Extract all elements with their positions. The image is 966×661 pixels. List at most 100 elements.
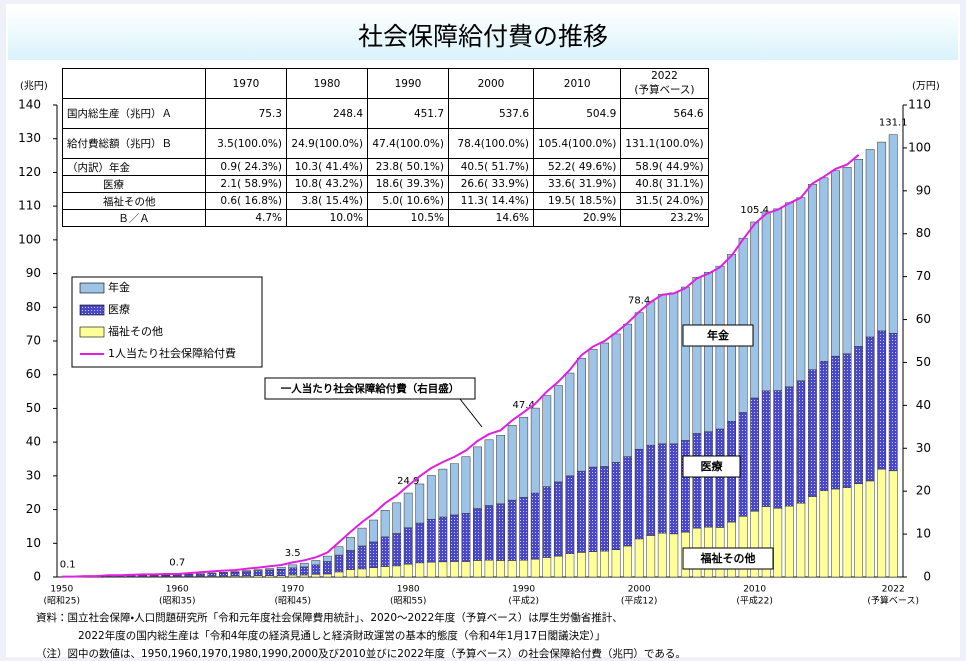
y-tick-label: 100 xyxy=(18,232,41,246)
y-tick-label: 60 xyxy=(26,367,41,381)
bar-segment xyxy=(865,149,875,338)
series-label-box xyxy=(682,324,754,347)
bar-segment xyxy=(288,564,298,569)
y-unit: (兆円) xyxy=(20,80,48,92)
table-cell: 0.6( 16.8%) xyxy=(205,192,287,210)
bar-segment xyxy=(473,560,482,578)
bar-segment xyxy=(449,514,459,562)
x-era-label: (平成2) xyxy=(508,595,539,607)
total-label: 131.1 xyxy=(879,118,908,129)
bar-segment xyxy=(369,541,378,568)
y2-tick-label: 10 xyxy=(916,527,931,541)
table-cell: 1990 xyxy=(367,68,449,99)
bar-segment xyxy=(496,560,506,578)
bar-segment xyxy=(207,572,217,574)
bar-segment xyxy=(807,369,817,498)
bar-segment xyxy=(357,527,367,547)
x-tick-label: 1990 xyxy=(512,585,535,595)
bar-segment xyxy=(577,552,586,578)
bar-segment xyxy=(761,390,771,507)
bar-segment xyxy=(657,294,667,445)
table-cell: 40.5( 51.7%) xyxy=(448,158,534,176)
bar-segment xyxy=(600,466,609,552)
bar-segment xyxy=(380,509,390,538)
bar-segment xyxy=(588,466,598,552)
callout-box xyxy=(264,377,476,400)
bar-segment xyxy=(553,555,563,578)
bar-segment xyxy=(784,386,794,507)
bar-segment xyxy=(588,551,598,578)
table-cell: 3.5(100.0%) xyxy=(205,128,287,159)
bar-segment xyxy=(507,560,517,578)
table-cell: 52.2( 49.6%) xyxy=(532,158,622,176)
bar-segment xyxy=(669,292,679,445)
bar-segment xyxy=(426,519,436,563)
y2-tick-label: 0 xyxy=(923,570,931,584)
bar-segment xyxy=(646,535,656,578)
callout-text: 一人当たり社会保障給付費（右目盛） xyxy=(281,382,460,395)
bar-segment xyxy=(172,574,182,577)
bar-segment xyxy=(784,202,794,388)
bar-segment xyxy=(265,569,275,576)
table-cell: 19.5( 18.5%) xyxy=(532,192,622,210)
bar-segment xyxy=(242,570,251,572)
table-cell: 14.6% xyxy=(448,209,534,227)
bar-segment xyxy=(865,480,875,578)
y-tick-label: 0 xyxy=(33,570,41,584)
legend-label: 福祉その他 xyxy=(108,324,163,338)
bar-segment xyxy=(553,385,563,483)
footnote: 資料：国立社会保障・人口問題研究所「令和元年度社会保障費用統計」、2020～20… xyxy=(36,611,623,624)
bar-segment xyxy=(438,516,448,563)
bar-segment xyxy=(819,177,829,362)
bar-segment xyxy=(842,353,852,488)
bar-segment xyxy=(507,425,517,501)
bar-segment xyxy=(704,431,713,528)
table-row: 給付費総額（兆円）Ｂ 3.5(100.0%) 24.9(100.0%) 47.4(10… xyxy=(62,128,709,159)
table-cell: 537.6 xyxy=(448,98,534,129)
bar-segment xyxy=(842,487,852,578)
bar-segment xyxy=(854,483,863,578)
table-cell xyxy=(62,68,206,99)
y-tick-label: 70 xyxy=(26,334,41,348)
bar-segment xyxy=(242,571,251,577)
table-cell: 2.1( 58.9%) xyxy=(205,175,287,193)
bar-segment xyxy=(230,572,240,577)
bar-segment xyxy=(403,527,413,565)
table-cell: 58.9( 44.9%) xyxy=(620,158,709,176)
bar-segment xyxy=(507,499,517,561)
x-era-label: (平成22) xyxy=(736,595,772,607)
legend-swatch xyxy=(79,304,105,316)
bar-segment xyxy=(623,323,633,457)
bar-segment xyxy=(796,380,806,504)
bar-segment xyxy=(750,221,760,399)
table-cell: 給付費総額（兆円）Ｂ xyxy=(62,128,206,159)
bar-segment xyxy=(796,197,806,382)
y2-tick-label: 50 xyxy=(916,355,931,369)
bar-segment xyxy=(334,554,344,573)
y2-tick-label: 70 xyxy=(916,269,931,283)
bar-segment xyxy=(219,572,228,577)
bar-segment xyxy=(565,372,575,477)
x-tick-label: 2022 xyxy=(882,585,905,595)
bar-segment xyxy=(403,563,413,578)
bar-segment xyxy=(322,555,332,562)
callout-leader xyxy=(459,398,483,428)
legend-label: 1人当たり社会保障給付費 xyxy=(108,346,236,360)
x-era-label: (平成12) xyxy=(621,595,657,607)
column-note: (予算ベース) xyxy=(634,84,695,96)
y-tick-label: 10 xyxy=(26,536,41,550)
bar-segment xyxy=(692,433,702,529)
series-label: 年金 xyxy=(707,328,729,342)
legend-swatch xyxy=(79,326,105,338)
bar-segment xyxy=(322,561,332,575)
bar-segment xyxy=(265,568,275,571)
table-row: 福祉その他 0.6( 16.8%) 3.8( 15.4%) 5.0( 10.6%) 11… xyxy=(62,192,709,210)
table-cell: 10.3( 41.4%) xyxy=(286,158,368,176)
y-tick-label: 20 xyxy=(26,502,41,516)
x-tick-label: 1960 xyxy=(166,585,189,595)
bar-segment xyxy=(392,502,402,534)
bar-segment xyxy=(230,571,240,573)
title-band xyxy=(8,8,958,60)
y-tick-label: 30 xyxy=(26,468,41,482)
